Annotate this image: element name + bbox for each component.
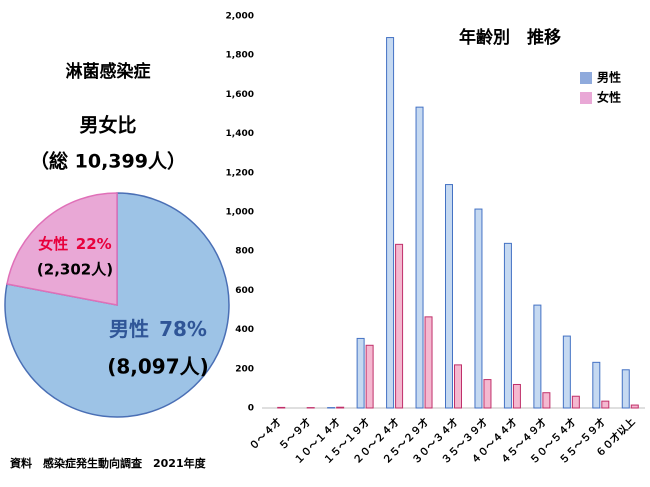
y-tick-label: 200 [235, 364, 254, 374]
bar [542, 392, 551, 409]
bar [395, 243, 404, 409]
y-tick-label: 1,800 [226, 51, 254, 61]
pie-slice [6, 192, 118, 306]
bar [630, 404, 639, 409]
bar [454, 364, 462, 409]
bar [445, 184, 453, 409]
bar [386, 37, 395, 409]
pie-subtitle: 男女比 [79, 114, 136, 137]
legend-swatch [580, 92, 592, 104]
bar [621, 369, 630, 409]
bar [562, 335, 571, 409]
bar [483, 379, 492, 409]
y-tick-label: 1,600 [226, 90, 254, 100]
y-tick-label: 800 [235, 247, 254, 257]
pie-label-category: 男性 [109, 317, 149, 341]
bar [571, 395, 580, 409]
bar [533, 304, 542, 409]
pie-total: （総 10,399人） [30, 150, 186, 173]
bar [424, 316, 433, 409]
y-tick-label: 600 [235, 286, 254, 296]
legend-swatch [580, 72, 592, 84]
bar [474, 208, 483, 409]
pie-label-category: 女性 [38, 235, 68, 253]
source: 資料 感染症発生動向調査 2021年度 [10, 456, 207, 470]
legend-label: 女性 [597, 90, 621, 105]
pie-count-label: (8,097人) [107, 355, 209, 379]
pie-label-value: 22% [76, 235, 112, 253]
bar [336, 406, 345, 409]
y-tick-label: 400 [235, 325, 254, 335]
y-tick-label: 1,400 [226, 129, 254, 139]
y-tick-label: 1,000 [226, 208, 254, 218]
pie-count-label: (2,302人) [37, 261, 113, 279]
bar [592, 361, 601, 409]
bar-title: 年齢別 推移 [459, 27, 561, 48]
y-tick-label: 1,200 [226, 168, 254, 178]
pie-title: 淋菌感染症 [66, 61, 151, 82]
y-tick-label: 2,000 [226, 12, 254, 22]
pie-label: 男性 78% [109, 317, 207, 341]
pie-label: 女性 22% [38, 235, 111, 253]
bar [512, 383, 521, 409]
pie-label-value: 78% [159, 317, 207, 341]
bar [277, 406, 286, 409]
bar [601, 400, 610, 409]
y-tick-label: 0 [248, 404, 254, 414]
bar [415, 106, 424, 409]
bar [356, 337, 365, 409]
bar [365, 344, 374, 409]
legend-label: 男性 [597, 70, 621, 85]
bar [503, 242, 512, 409]
